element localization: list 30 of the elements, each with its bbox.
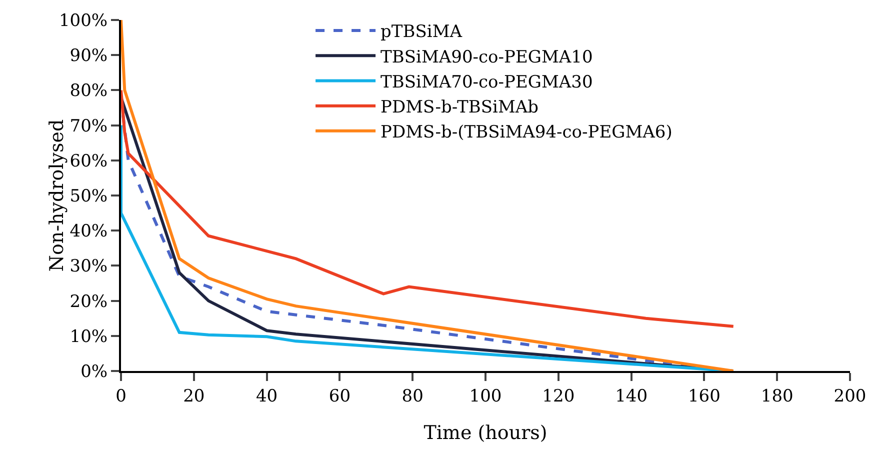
y-tick-label: 70% xyxy=(70,116,108,136)
x-tick-label: 160 xyxy=(688,386,720,406)
legend-label: TBSiMA70-co-PEGMA30 xyxy=(380,72,593,92)
line-series xyxy=(121,88,735,328)
y-tick-label: 40% xyxy=(70,222,108,242)
y-tick-label: 60% xyxy=(70,151,108,172)
y-tick-label: 10% xyxy=(70,326,108,347)
y-tick-label: 0% xyxy=(80,362,108,382)
x-tick-label: 120 xyxy=(542,386,575,406)
y-tick-label: 100% xyxy=(58,10,108,31)
x-tick-label: 0 xyxy=(116,386,126,406)
y-tick-label: 80% xyxy=(70,81,108,102)
x-tick-label: 20 xyxy=(183,386,205,406)
y-tick-label: 20% xyxy=(70,292,108,312)
y-tick-label: 50% xyxy=(70,186,108,206)
x-tick-label: 140 xyxy=(615,386,648,406)
x-axis-title: Time (hours) xyxy=(424,422,548,444)
x-tick-label: 80 xyxy=(402,386,424,406)
legend-label: PDMS-b-(TBSiMA94-co-PEGMA6) xyxy=(380,122,672,143)
y-axis-title: Non-hydrolysed xyxy=(46,119,68,272)
x-tick-label: 40 xyxy=(256,386,278,406)
x-tick-label: 60 xyxy=(328,386,351,406)
x-tick-label: 100 xyxy=(469,386,502,406)
legend-label: PDMS-b-TBSiMAb xyxy=(380,97,539,118)
legend-label: TBSiMA90-co-PEGMA10 xyxy=(380,47,593,68)
x-tick-label: 180 xyxy=(760,386,794,406)
legend-label: pTBSiMA xyxy=(380,22,463,42)
x-tick-label: 200 xyxy=(834,386,866,406)
y-tick-label: 30% xyxy=(70,256,108,277)
y-tick-label: 90% xyxy=(70,46,108,66)
